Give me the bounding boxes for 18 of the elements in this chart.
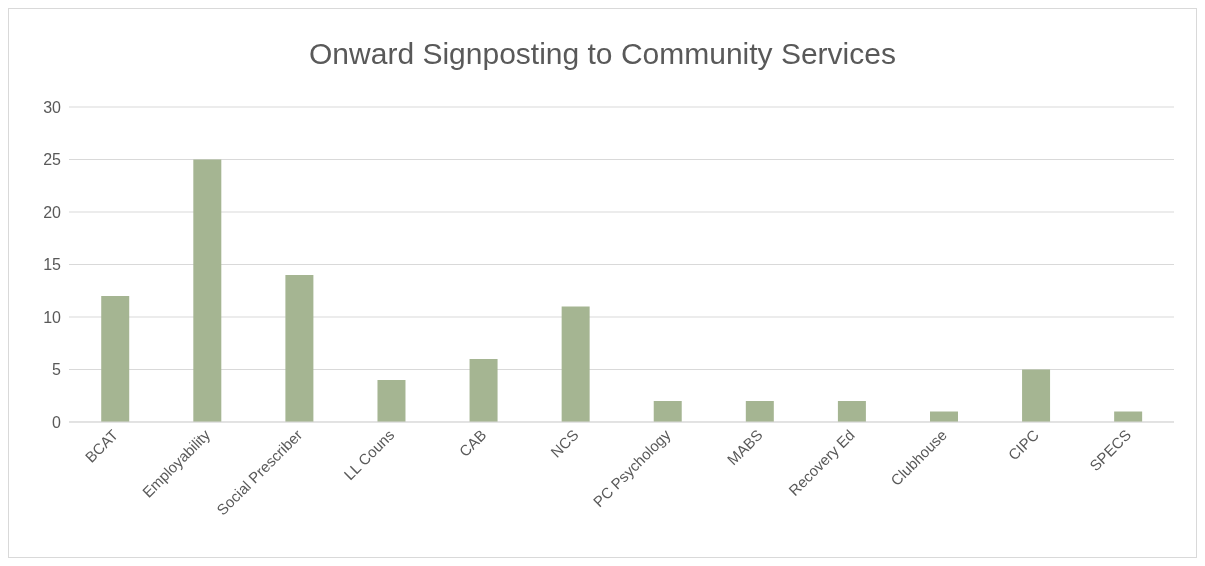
y-tick-label: 30	[43, 98, 62, 116]
bar	[469, 359, 498, 422]
bar	[193, 159, 222, 422]
chart-title: Onward Signposting to Community Services	[308, 36, 897, 72]
y-tick-label: 25	[43, 151, 62, 169]
bar	[561, 306, 590, 422]
y-tick-label: 5	[52, 361, 62, 379]
bar	[653, 401, 682, 422]
y-tick-label: 20	[43, 203, 62, 221]
bar	[285, 275, 314, 422]
bar	[101, 296, 130, 422]
bar	[837, 401, 866, 422]
bar	[377, 380, 406, 422]
y-tick-label: 0	[52, 413, 62, 431]
bar	[745, 401, 774, 422]
y-tick-label: 15	[43, 256, 62, 274]
bar	[1022, 369, 1051, 422]
y-tick-label: 10	[43, 308, 62, 326]
